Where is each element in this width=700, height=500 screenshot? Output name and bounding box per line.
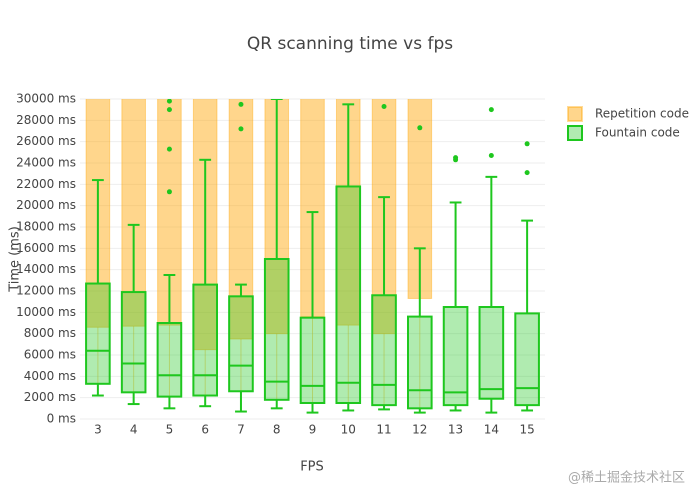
box-group <box>407 125 433 414</box>
x-tick-label: 13 <box>448 423 463 437</box>
box <box>407 315 433 410</box>
y-tick-label: 4000 ms <box>24 369 76 383</box>
box-group <box>156 99 183 410</box>
y-tick-label: 20000 ms <box>16 198 76 212</box>
outlier <box>166 189 172 195</box>
outlier <box>166 99 172 104</box>
box <box>335 99 361 326</box>
y-tick-label: 22000 ms <box>16 177 76 191</box>
y-tick-label: 30000 ms <box>16 92 76 106</box>
y-axis-title: Time (ms) <box>8 226 23 293</box>
box <box>371 294 397 407</box>
outlier <box>166 146 172 152</box>
y-tick-label: 24000 ms <box>16 156 76 170</box>
chart-title: QR scanning time vs fps <box>247 34 453 54</box>
y-tick-label: 14000 ms <box>16 262 76 276</box>
y-tick-label: 0 ms <box>47 412 76 426</box>
y-tick-label: 28000 ms <box>16 113 76 127</box>
outlier <box>238 101 244 107</box>
box <box>263 258 290 401</box>
box-group <box>299 211 326 414</box>
x-tick-label: 10 <box>341 423 356 437</box>
x-tick-label: 5 <box>166 423 174 437</box>
box <box>442 306 469 407</box>
outlier <box>524 170 530 176</box>
box <box>156 322 183 398</box>
x-tick-label: 9 <box>309 423 317 437</box>
box-group <box>120 223 147 406</box>
box <box>228 99 254 340</box>
outlier <box>524 141 530 147</box>
box-group <box>121 99 146 405</box>
x-tick-label: 6 <box>201 423 209 437</box>
box-group <box>371 103 397 411</box>
legend-label: Repetition code <box>595 107 689 121</box>
y-tick-label: 26000 ms <box>16 134 76 148</box>
outlier <box>453 155 459 161</box>
x-axis-title: FPS <box>300 460 324 475</box>
watermark: @稀土掘金技术社区 <box>568 470 685 486</box>
box <box>299 316 326 404</box>
y-tick-label: 12000 ms <box>16 284 76 298</box>
x-tick-label: 11 <box>376 423 391 437</box>
x-tick-label: 14 <box>484 423 499 437</box>
box-group <box>192 158 218 408</box>
y-tick-label: 18000 ms <box>16 220 76 234</box>
x-tick-label: 12 <box>412 423 427 437</box>
y-tick-label: 2000 ms <box>24 390 76 404</box>
box <box>157 99 182 326</box>
box <box>121 99 146 327</box>
box-group <box>263 99 290 410</box>
box-group <box>335 103 362 412</box>
outlier <box>488 107 494 113</box>
legend-swatch <box>567 125 583 141</box>
box <box>120 291 147 394</box>
x-tick-label: 8 <box>273 423 281 437</box>
box <box>85 282 111 385</box>
box <box>192 283 218 397</box>
outlier <box>417 125 423 131</box>
box <box>514 312 540 407</box>
box-group <box>228 101 254 413</box>
box-group <box>478 107 505 414</box>
box <box>228 295 254 393</box>
x-tick-label: 15 <box>519 423 534 437</box>
outlier <box>488 153 494 159</box>
x-tick-label: 3 <box>94 423 102 437</box>
box-group <box>514 141 540 412</box>
y-tick-label: 16000 ms <box>16 241 76 255</box>
y-tick-label: 6000 ms <box>24 348 76 362</box>
y-tick-label: 8000 ms <box>24 326 76 340</box>
outlier <box>166 107 172 113</box>
box <box>478 306 505 400</box>
outlier <box>238 126 244 132</box>
legend-swatch <box>567 106 583 122</box>
plot-area <box>85 99 540 414</box>
x-tick-label: 4 <box>130 423 138 437</box>
legend-label: Fountain code <box>595 126 680 140</box>
box <box>335 185 362 404</box>
box-group <box>85 179 111 397</box>
box-group <box>442 155 469 412</box>
outlier <box>381 103 387 109</box>
y-tick-label: 10000 ms <box>16 305 76 319</box>
x-tick-label: 7 <box>237 423 245 437</box>
box-group <box>335 99 361 411</box>
